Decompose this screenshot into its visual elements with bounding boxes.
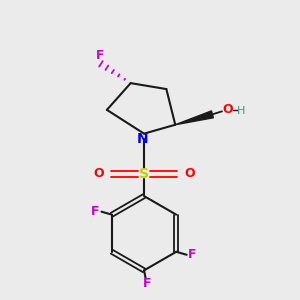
Text: F: F xyxy=(143,277,151,290)
Text: O: O xyxy=(184,167,194,180)
Text: N: N xyxy=(137,132,148,146)
Text: F: F xyxy=(91,205,100,218)
Text: O: O xyxy=(222,103,232,116)
Text: H: H xyxy=(237,106,246,116)
Text: F: F xyxy=(96,49,105,62)
Text: F: F xyxy=(188,248,197,261)
Text: O: O xyxy=(94,167,104,180)
Polygon shape xyxy=(175,111,213,125)
Text: S: S xyxy=(139,167,149,181)
